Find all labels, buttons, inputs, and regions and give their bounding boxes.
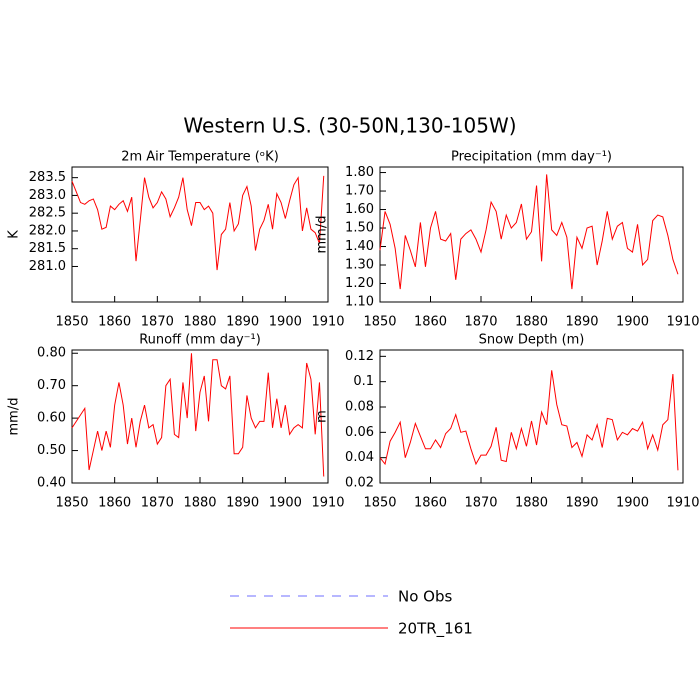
plot-frame bbox=[379, 349, 684, 484]
y-tick-label: 0.04 bbox=[345, 450, 374, 465]
y-tick-label: 283.0 bbox=[29, 188, 66, 203]
y-tick-label: 1.70 bbox=[345, 184, 374, 199]
legend-label: 20TR_161 bbox=[398, 620, 473, 639]
x-tick-label: 1860 bbox=[414, 496, 447, 511]
x-tick-label: 1850 bbox=[363, 315, 396, 330]
y-tick-label: 0.70 bbox=[37, 378, 66, 393]
y-tick-label: 282.5 bbox=[29, 206, 66, 221]
y-tick-label: 0.08 bbox=[345, 400, 374, 415]
x-tick-label: 1900 bbox=[616, 315, 649, 330]
y-tick-label: 0.02 bbox=[345, 476, 374, 491]
x-tick-label: 1900 bbox=[269, 496, 302, 511]
y-tick-label: 0.60 bbox=[37, 411, 66, 426]
y-tick-label: 0.06 bbox=[345, 425, 374, 440]
plot-frame bbox=[71, 166, 329, 303]
x-tick-label: 1890 bbox=[565, 496, 598, 511]
y-tick-label: 0.40 bbox=[37, 476, 66, 491]
x-tick-label: 1900 bbox=[269, 315, 302, 330]
y-axis-label: m bbox=[315, 410, 330, 423]
x-tick-label: 1910 bbox=[666, 496, 699, 511]
x-tick-label: 1870 bbox=[141, 496, 174, 511]
x-tick-label: 1910 bbox=[311, 496, 344, 511]
x-tick-label: 1890 bbox=[565, 315, 598, 330]
panel-title: Precipitation (mm day⁻¹) bbox=[451, 150, 612, 165]
x-tick-label: 1880 bbox=[183, 496, 216, 511]
x-tick-label: 1880 bbox=[183, 315, 216, 330]
y-tick-label: 1.60 bbox=[345, 202, 374, 217]
x-tick-label: 1850 bbox=[55, 496, 88, 511]
legend-label: No Obs bbox=[398, 588, 452, 606]
x-tick-label: 1890 bbox=[226, 315, 259, 330]
data-line bbox=[71, 175, 325, 271]
x-tick-label: 1900 bbox=[616, 496, 649, 511]
y-tick-label: 0.1 bbox=[353, 374, 374, 389]
y-tick-label: 281.5 bbox=[29, 241, 66, 256]
x-tick-label: 1870 bbox=[141, 315, 174, 330]
y-tick-label: 1.30 bbox=[345, 258, 374, 273]
panel-title: 2m Air Temperature (ᵒK) bbox=[121, 150, 279, 165]
y-tick-label: 282.0 bbox=[29, 223, 66, 238]
y-tick-label: 281.0 bbox=[29, 259, 66, 274]
y-tick-label: 1.50 bbox=[345, 221, 374, 236]
x-tick-label: 1880 bbox=[515, 496, 548, 511]
y-axis-label: mm/d bbox=[7, 398, 22, 436]
data-line bbox=[379, 174, 679, 290]
x-tick-label: 1890 bbox=[226, 496, 259, 511]
y-tick-label: 1.40 bbox=[345, 239, 374, 254]
plot-frame bbox=[379, 166, 684, 303]
figure-title: Western U.S. (30-50N,130-105W) bbox=[183, 114, 516, 138]
x-tick-label: 1860 bbox=[414, 315, 447, 330]
x-tick-label: 1880 bbox=[515, 315, 548, 330]
y-axis-label: K bbox=[7, 230, 22, 239]
x-tick-label: 1850 bbox=[55, 315, 88, 330]
panel-title: Snow Depth (m) bbox=[479, 333, 585, 348]
data-line bbox=[71, 353, 325, 477]
x-tick-label: 1910 bbox=[311, 315, 344, 330]
y-tick-label: 0.80 bbox=[37, 346, 66, 361]
panel-title: Runoff (mm day⁻¹) bbox=[139, 333, 261, 348]
x-tick-label: 1860 bbox=[98, 315, 131, 330]
data-line bbox=[379, 370, 679, 471]
y-axis-label: mm/d bbox=[315, 216, 330, 254]
plot-frame bbox=[71, 349, 329, 484]
y-tick-label: 1.80 bbox=[345, 165, 374, 180]
y-tick-label: 0.50 bbox=[37, 443, 66, 458]
y-tick-label: 0.12 bbox=[345, 349, 374, 364]
y-tick-label: 1.10 bbox=[345, 295, 374, 310]
y-tick-label: 1.20 bbox=[345, 276, 374, 291]
x-tick-label: 1910 bbox=[666, 315, 699, 330]
x-tick-label: 1850 bbox=[363, 496, 396, 511]
x-tick-label: 1860 bbox=[98, 496, 131, 511]
x-tick-label: 1870 bbox=[464, 315, 497, 330]
x-tick-label: 1870 bbox=[464, 496, 497, 511]
y-tick-label: 283.5 bbox=[29, 170, 66, 185]
